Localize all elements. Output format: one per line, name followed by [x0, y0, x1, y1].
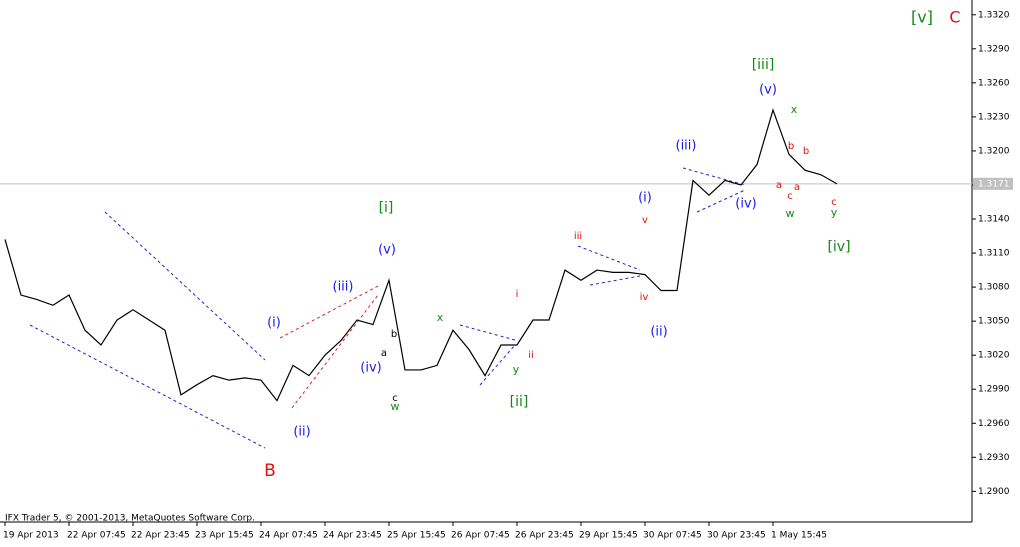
- trend-line: [279, 284, 381, 339]
- current-price-label: 1.3171: [978, 179, 1010, 189]
- y-tick-label: 1.3290: [978, 44, 1010, 54]
- wave-label: ii: [528, 350, 534, 361]
- wave-label: y: [513, 363, 520, 376]
- y-tick-label: 1.2930: [978, 453, 1010, 463]
- trend-line: [696, 189, 746, 213]
- y-tick-label: 1.3050: [978, 317, 1010, 327]
- wave-label: y: [831, 206, 838, 219]
- x-tick-label: 24 Apr 23:45: [323, 531, 382, 541]
- y-tick-label: 1.3320: [978, 10, 1010, 20]
- x-tick-label: 23 Apr 15:45: [195, 531, 254, 541]
- wave-label: (i): [638, 191, 652, 206]
- x-tick-label: 1 May 15:45: [771, 531, 827, 541]
- x-tick-label: 25 Apr 15:45: [387, 531, 446, 541]
- wave-label: b: [803, 146, 809, 157]
- wave-label: [v]: [911, 8, 933, 27]
- wave-label: (v): [378, 243, 396, 258]
- wave-label: (ii): [650, 325, 667, 340]
- wave-label: B: [264, 461, 276, 481]
- wave-label: iv: [640, 292, 649, 303]
- wave-label: [i]: [379, 200, 394, 216]
- wave-label: (ii): [293, 425, 310, 440]
- wave-label: c: [831, 197, 837, 208]
- y-tick-label: 1.3230: [978, 112, 1010, 122]
- x-tick-label: 30 Apr 07:45: [643, 531, 702, 541]
- x-tick-label: 24 Apr 07:45: [259, 531, 318, 541]
- wave-label: w: [786, 207, 795, 220]
- wave-label: b: [391, 329, 397, 340]
- x-tick-label: 19 Apr 2013: [3, 531, 59, 541]
- wave-label: w: [391, 400, 400, 413]
- wave-label: (iv): [360, 361, 381, 376]
- wave-label: [iii]: [752, 57, 775, 73]
- copyright: IFX Trader 5, © 2001-2013, MetaQuotes So…: [5, 514, 255, 524]
- y-tick-label: 1.3200: [978, 146, 1010, 156]
- wave-label: (v): [759, 83, 777, 98]
- wave-label: b: [788, 141, 794, 152]
- wave-label: C: [949, 8, 960, 27]
- wave-label: x: [437, 311, 444, 324]
- trend-line: [577, 245, 641, 271]
- wave-label: [iv]: [827, 239, 850, 255]
- x-tick-label: 29 Apr 15:45: [579, 531, 638, 541]
- y-tick-label: 1.3080: [978, 283, 1010, 293]
- wave-label: iii: [574, 231, 582, 242]
- y-tick-label: 1.3260: [978, 78, 1010, 88]
- trend-line: [104, 211, 266, 361]
- trend-line: [29, 324, 266, 449]
- wave-label: (iii): [676, 139, 697, 154]
- wave-label: i: [516, 289, 519, 300]
- wave-label: (iv): [735, 197, 756, 212]
- wave-label: x: [791, 103, 798, 116]
- trend-lines: [29, 167, 746, 449]
- trend-line: [682, 167, 746, 186]
- wave-label: a: [381, 348, 387, 359]
- wave-label: c: [392, 393, 398, 404]
- x-tick-label: 22 Apr 23:45: [131, 531, 190, 541]
- current-price-box: [973, 177, 1013, 190]
- y-tick-label: 1.2990: [978, 385, 1010, 395]
- wave-label: [ii]: [510, 394, 529, 410]
- wave-label: v: [642, 215, 648, 226]
- wave-label: (iii): [333, 280, 354, 295]
- price-line: [4, 108, 838, 402]
- trend-line: [479, 344, 516, 386]
- x-tick-label: 22 Apr 07:45: [67, 531, 126, 541]
- wave-label: a: [794, 182, 800, 193]
- y-tick-label: 1.2900: [978, 487, 1010, 497]
- y-tick-label: 1.3140: [978, 215, 1010, 225]
- wave-label: (i): [267, 316, 281, 331]
- x-tick-label: 26 Apr 23:45: [515, 531, 574, 541]
- wave-label: c: [787, 191, 793, 202]
- y-tick-label: 1.3110: [978, 249, 1010, 259]
- y-tick-label: 1.2960: [978, 419, 1010, 429]
- x-tick-label: 30 Apr 23:45: [707, 531, 766, 541]
- trend-line: [589, 275, 641, 286]
- wave-label: a: [776, 180, 782, 191]
- y-tick-label: 1.3020: [978, 351, 1010, 361]
- x-tick-label: 26 Apr 07:45: [451, 531, 510, 541]
